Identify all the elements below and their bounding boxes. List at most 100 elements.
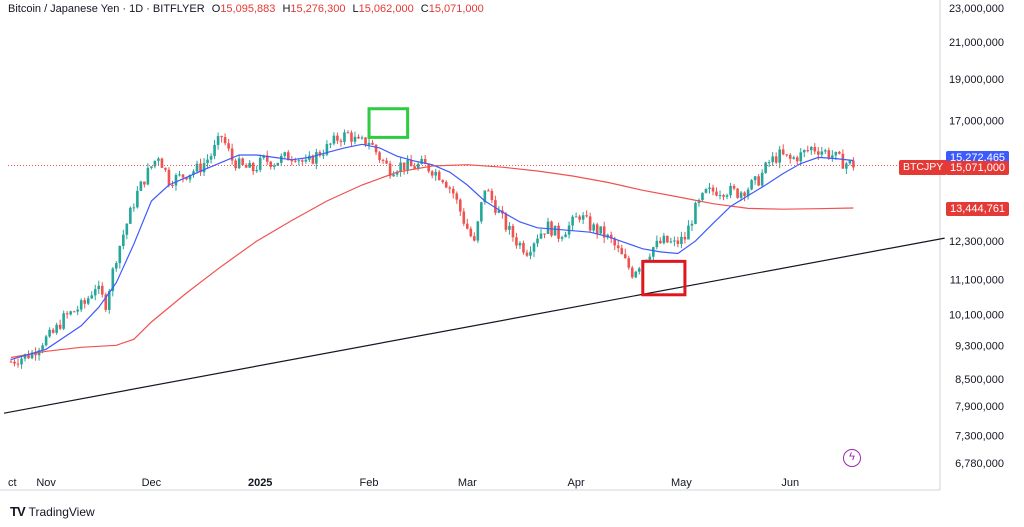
- candle-body: [592, 224, 595, 231]
- candle-body: [504, 213, 508, 230]
- candle-body: [420, 158, 423, 164]
- candle-body: [760, 172, 764, 186]
- candle-body: [216, 136, 220, 145]
- candle-body: [234, 160, 237, 169]
- candle-body: [209, 156, 213, 160]
- candle-body: [357, 136, 360, 139]
- candle-body: [381, 159, 385, 161]
- candle-body: [729, 185, 732, 196]
- candle-body: [262, 155, 266, 158]
- candle-body: [360, 137, 364, 139]
- candle-body: [497, 210, 501, 213]
- flash-icon[interactable]: ϟ: [843, 449, 861, 467]
- candle-body: [336, 135, 339, 141]
- candle-body: [367, 142, 371, 145]
- ma-slow-line: [10, 164, 854, 359]
- candle-body: [301, 160, 304, 162]
- candle-body: [662, 235, 666, 244]
- candle-body: [409, 159, 413, 167]
- candle-body: [371, 142, 374, 145]
- candle-body: [202, 163, 206, 173]
- candle-body: [272, 165, 276, 167]
- candle-body: [223, 137, 227, 144]
- candle-body: [736, 188, 739, 198]
- candle-body: [227, 143, 230, 149]
- candle-body: [785, 154, 789, 156]
- candle-body: [848, 160, 852, 164]
- time-axis: ct Nov Dec 2025 Feb Mar Apr May Jun: [8, 477, 799, 489]
- candle-body: [27, 354, 30, 359]
- last-price-badge: 15,071,000: [946, 161, 1010, 175]
- candle-body: [181, 174, 185, 178]
- candle-body: [444, 181, 448, 188]
- candle-body: [666, 235, 669, 243]
- candle-body: [118, 245, 122, 264]
- candle-body: [350, 132, 353, 142]
- annotations[interactable]: [367, 107, 687, 297]
- candle-body: [543, 233, 546, 235]
- symbol-legend: Bitcoin / Japanese Yen · 1D · BITFLYER O…: [8, 3, 484, 15]
- candle-body: [339, 140, 343, 142]
- symbol-tag: BTCJPY: [899, 160, 948, 175]
- candle-body: [743, 192, 746, 196]
- candle-body: [283, 152, 287, 156]
- candle-body: [817, 151, 820, 155]
- candles: [9, 129, 855, 369]
- candle-body: [623, 254, 627, 259]
- candle-body: [9, 361, 13, 363]
- green-highlight-box[interactable]: [367, 107, 410, 139]
- candle-body: [174, 175, 178, 186]
- time-tick-label: May: [671, 477, 692, 489]
- candle-body: [385, 160, 388, 164]
- candle-body: [237, 158, 241, 169]
- close-label: C: [420, 3, 429, 15]
- candle-body: [799, 152, 803, 162]
- candle-body: [146, 167, 150, 185]
- candle-body: [44, 336, 48, 346]
- price-tick-label: 11,100,000: [950, 274, 1004, 286]
- low-value: 15,062,000: [358, 3, 414, 15]
- candle-body: [150, 166, 153, 168]
- footer-branding[interactable]: TV TradingView: [10, 504, 95, 519]
- red-highlight-box[interactable]: [641, 259, 687, 297]
- candle-body: [220, 136, 223, 138]
- candle-body: [841, 153, 845, 169]
- candle-body: [206, 159, 209, 164]
- trendline[interactable]: [3, 237, 945, 414]
- candle-body: [701, 192, 704, 201]
- candle-body: [304, 159, 308, 162]
- candle-body: [434, 171, 438, 176]
- candle-body: [487, 190, 490, 192]
- price-tick-label: 19,000,000: [949, 74, 1004, 86]
- candle-body: [315, 152, 318, 164]
- candle-body: [122, 234, 125, 246]
- candle-body: [852, 160, 855, 168]
- candle-body: [93, 289, 97, 296]
- candle-body: [676, 240, 680, 245]
- candle-body: [248, 162, 251, 168]
- candle-body: [469, 228, 473, 237]
- open-label: O: [211, 3, 221, 15]
- candle-body: [188, 174, 192, 180]
- candle-body: [767, 162, 771, 164]
- candle-body: [139, 181, 143, 191]
- candle-body: [325, 144, 329, 155]
- candle-body: [778, 149, 781, 163]
- candle-body: [343, 132, 346, 142]
- candle-body: [690, 223, 694, 226]
- candle-body: [455, 193, 459, 200]
- candle-body: [441, 180, 445, 182]
- candle-body: [178, 174, 181, 176]
- price-tick-label: 9,300,000: [955, 340, 1004, 352]
- candle-body: [564, 234, 567, 238]
- candle-body: [595, 224, 599, 234]
- candle-body: [802, 150, 806, 153]
- candle-body: [627, 258, 631, 268]
- candle-body: [153, 160, 157, 167]
- candle-body: [529, 251, 532, 256]
- candle-body: [746, 189, 750, 196]
- price-tick-label: 10,100,000: [949, 310, 1004, 322]
- candle-body: [637, 268, 641, 272]
- candle-body: [265, 155, 269, 162]
